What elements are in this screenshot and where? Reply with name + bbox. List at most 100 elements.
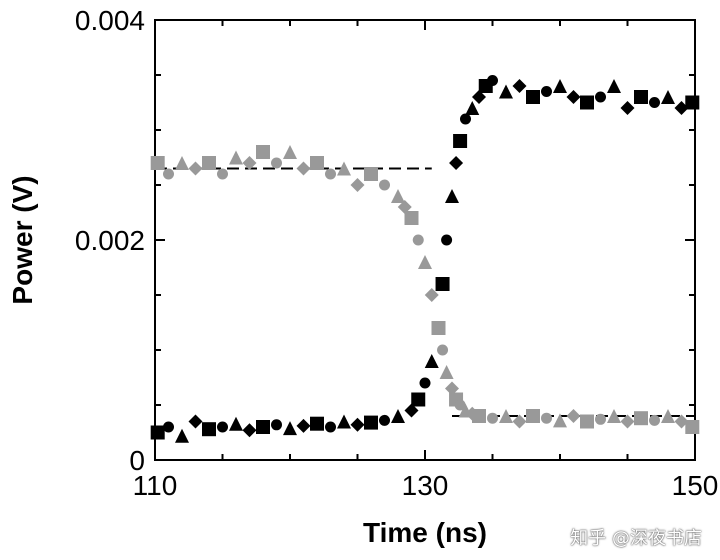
x-tick-label: 130 xyxy=(402,470,449,501)
data-point xyxy=(163,421,174,433)
data-point xyxy=(449,156,464,170)
data-point xyxy=(541,412,552,424)
data-point xyxy=(674,101,689,115)
data-point xyxy=(649,414,660,426)
data-point xyxy=(685,420,700,434)
data-point xyxy=(391,409,405,423)
data-points xyxy=(150,75,700,443)
data-point xyxy=(404,211,419,225)
data-point xyxy=(441,234,453,246)
data-point xyxy=(296,418,311,433)
watermark: 知乎 @深夜书店 xyxy=(570,528,702,549)
data-point xyxy=(296,161,311,176)
series-group xyxy=(150,75,700,443)
data-point xyxy=(649,97,660,108)
y-tick-label: 0 xyxy=(129,445,145,476)
data-point xyxy=(566,409,581,423)
data-point xyxy=(188,161,203,176)
data-point xyxy=(412,234,424,246)
data-point xyxy=(445,189,459,203)
data-point xyxy=(553,79,567,93)
series-group xyxy=(150,145,700,434)
data-point xyxy=(487,75,498,86)
data-point xyxy=(499,409,513,423)
data-point xyxy=(337,414,351,429)
data-point xyxy=(424,288,439,302)
tick-labels: 110 130 150 0 0.002 0.004 xyxy=(75,5,718,501)
data-point xyxy=(661,409,675,423)
data-point xyxy=(472,90,486,104)
data-point xyxy=(526,90,540,104)
data-point xyxy=(271,157,282,169)
data-point xyxy=(379,179,390,191)
data-point xyxy=(364,167,378,181)
data-point xyxy=(453,134,468,148)
data-point xyxy=(175,428,189,443)
data-point xyxy=(350,178,365,192)
data-point xyxy=(242,156,257,170)
data-point xyxy=(242,423,257,438)
data-point xyxy=(188,414,203,429)
data-point xyxy=(435,277,450,291)
data-point xyxy=(620,101,635,115)
data-point xyxy=(634,411,648,426)
data-point xyxy=(418,255,432,269)
x-tick-label: 110 xyxy=(133,470,178,501)
data-point xyxy=(454,399,466,411)
data-point xyxy=(580,414,594,429)
data-point xyxy=(229,150,243,165)
data-point xyxy=(404,403,419,418)
data-point xyxy=(424,354,439,368)
data-point xyxy=(379,414,390,426)
data-point xyxy=(325,168,336,180)
data-point xyxy=(283,145,297,159)
data-point xyxy=(580,95,594,110)
x-tick-label: 150 xyxy=(672,470,719,501)
data-point xyxy=(229,416,243,431)
data-point xyxy=(283,421,297,436)
data-point xyxy=(620,414,635,429)
data-point xyxy=(397,200,412,214)
data-point xyxy=(175,156,189,170)
data-point xyxy=(202,422,216,437)
data-point xyxy=(661,90,675,104)
data-point xyxy=(325,421,336,433)
data-point xyxy=(553,413,567,428)
data-point xyxy=(607,79,621,93)
data-point xyxy=(541,86,552,97)
data-point xyxy=(271,419,282,431)
data-point xyxy=(391,189,405,203)
axis-ticks xyxy=(154,19,696,461)
data-point xyxy=(350,417,365,432)
y-tick-label: 0.002 xyxy=(75,225,145,256)
data-point xyxy=(310,156,324,170)
data-point xyxy=(150,425,165,440)
data-point xyxy=(217,421,228,433)
data-point xyxy=(337,161,351,176)
data-point xyxy=(419,377,431,389)
data-point xyxy=(411,392,426,407)
data-point xyxy=(217,168,228,180)
data-point xyxy=(364,415,378,430)
data-point xyxy=(431,321,446,335)
data-point xyxy=(595,413,606,425)
data-point xyxy=(595,91,606,103)
data-point xyxy=(512,414,527,429)
data-point xyxy=(445,381,459,396)
data-point xyxy=(256,145,270,159)
data-point xyxy=(439,365,454,379)
data-point xyxy=(465,101,480,115)
x-axis-label: Time (ns) xyxy=(363,517,487,548)
data-point xyxy=(202,156,216,170)
data-point xyxy=(150,156,165,170)
data-point xyxy=(487,412,498,424)
y-tick-label: 0.004 xyxy=(75,5,145,36)
data-point xyxy=(499,84,513,99)
data-point xyxy=(460,113,471,125)
data-point xyxy=(163,168,174,180)
data-point xyxy=(526,409,540,423)
data-point xyxy=(512,79,527,93)
data-point xyxy=(634,90,648,104)
data-point xyxy=(472,409,486,423)
